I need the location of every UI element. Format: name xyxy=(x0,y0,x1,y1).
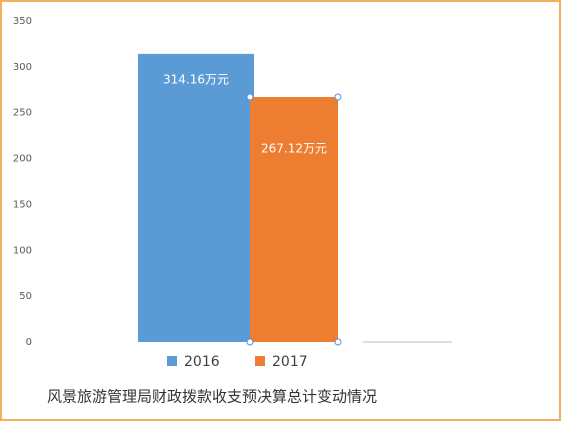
selection-handle xyxy=(246,93,254,101)
selection-handle xyxy=(334,93,342,101)
chart-title: 风景旅游管理局财政拨款收支预决算总计变动情况 xyxy=(47,388,377,406)
bar xyxy=(138,53,254,343)
selection-handle xyxy=(246,338,254,346)
selection-handle xyxy=(334,338,342,346)
value-label: 314.16万元 xyxy=(163,72,229,86)
y-tick-label: 50 xyxy=(19,291,32,302)
value-label: 267.12万元 xyxy=(261,142,327,156)
legend-swatch xyxy=(255,356,265,366)
y-tick-label: 150 xyxy=(13,199,32,210)
legend-label: 2017 xyxy=(272,354,308,370)
y-tick-label: 0 xyxy=(26,337,32,348)
y-tick-label: 250 xyxy=(13,108,32,119)
legend-swatch xyxy=(167,356,177,366)
y-tick-label: 300 xyxy=(13,62,32,73)
y-tick-label: 200 xyxy=(13,154,32,165)
bar xyxy=(250,97,338,342)
legend-label: 2016 xyxy=(184,354,220,370)
y-tick-label: 350 xyxy=(13,16,32,27)
y-tick-label: 100 xyxy=(13,245,32,256)
